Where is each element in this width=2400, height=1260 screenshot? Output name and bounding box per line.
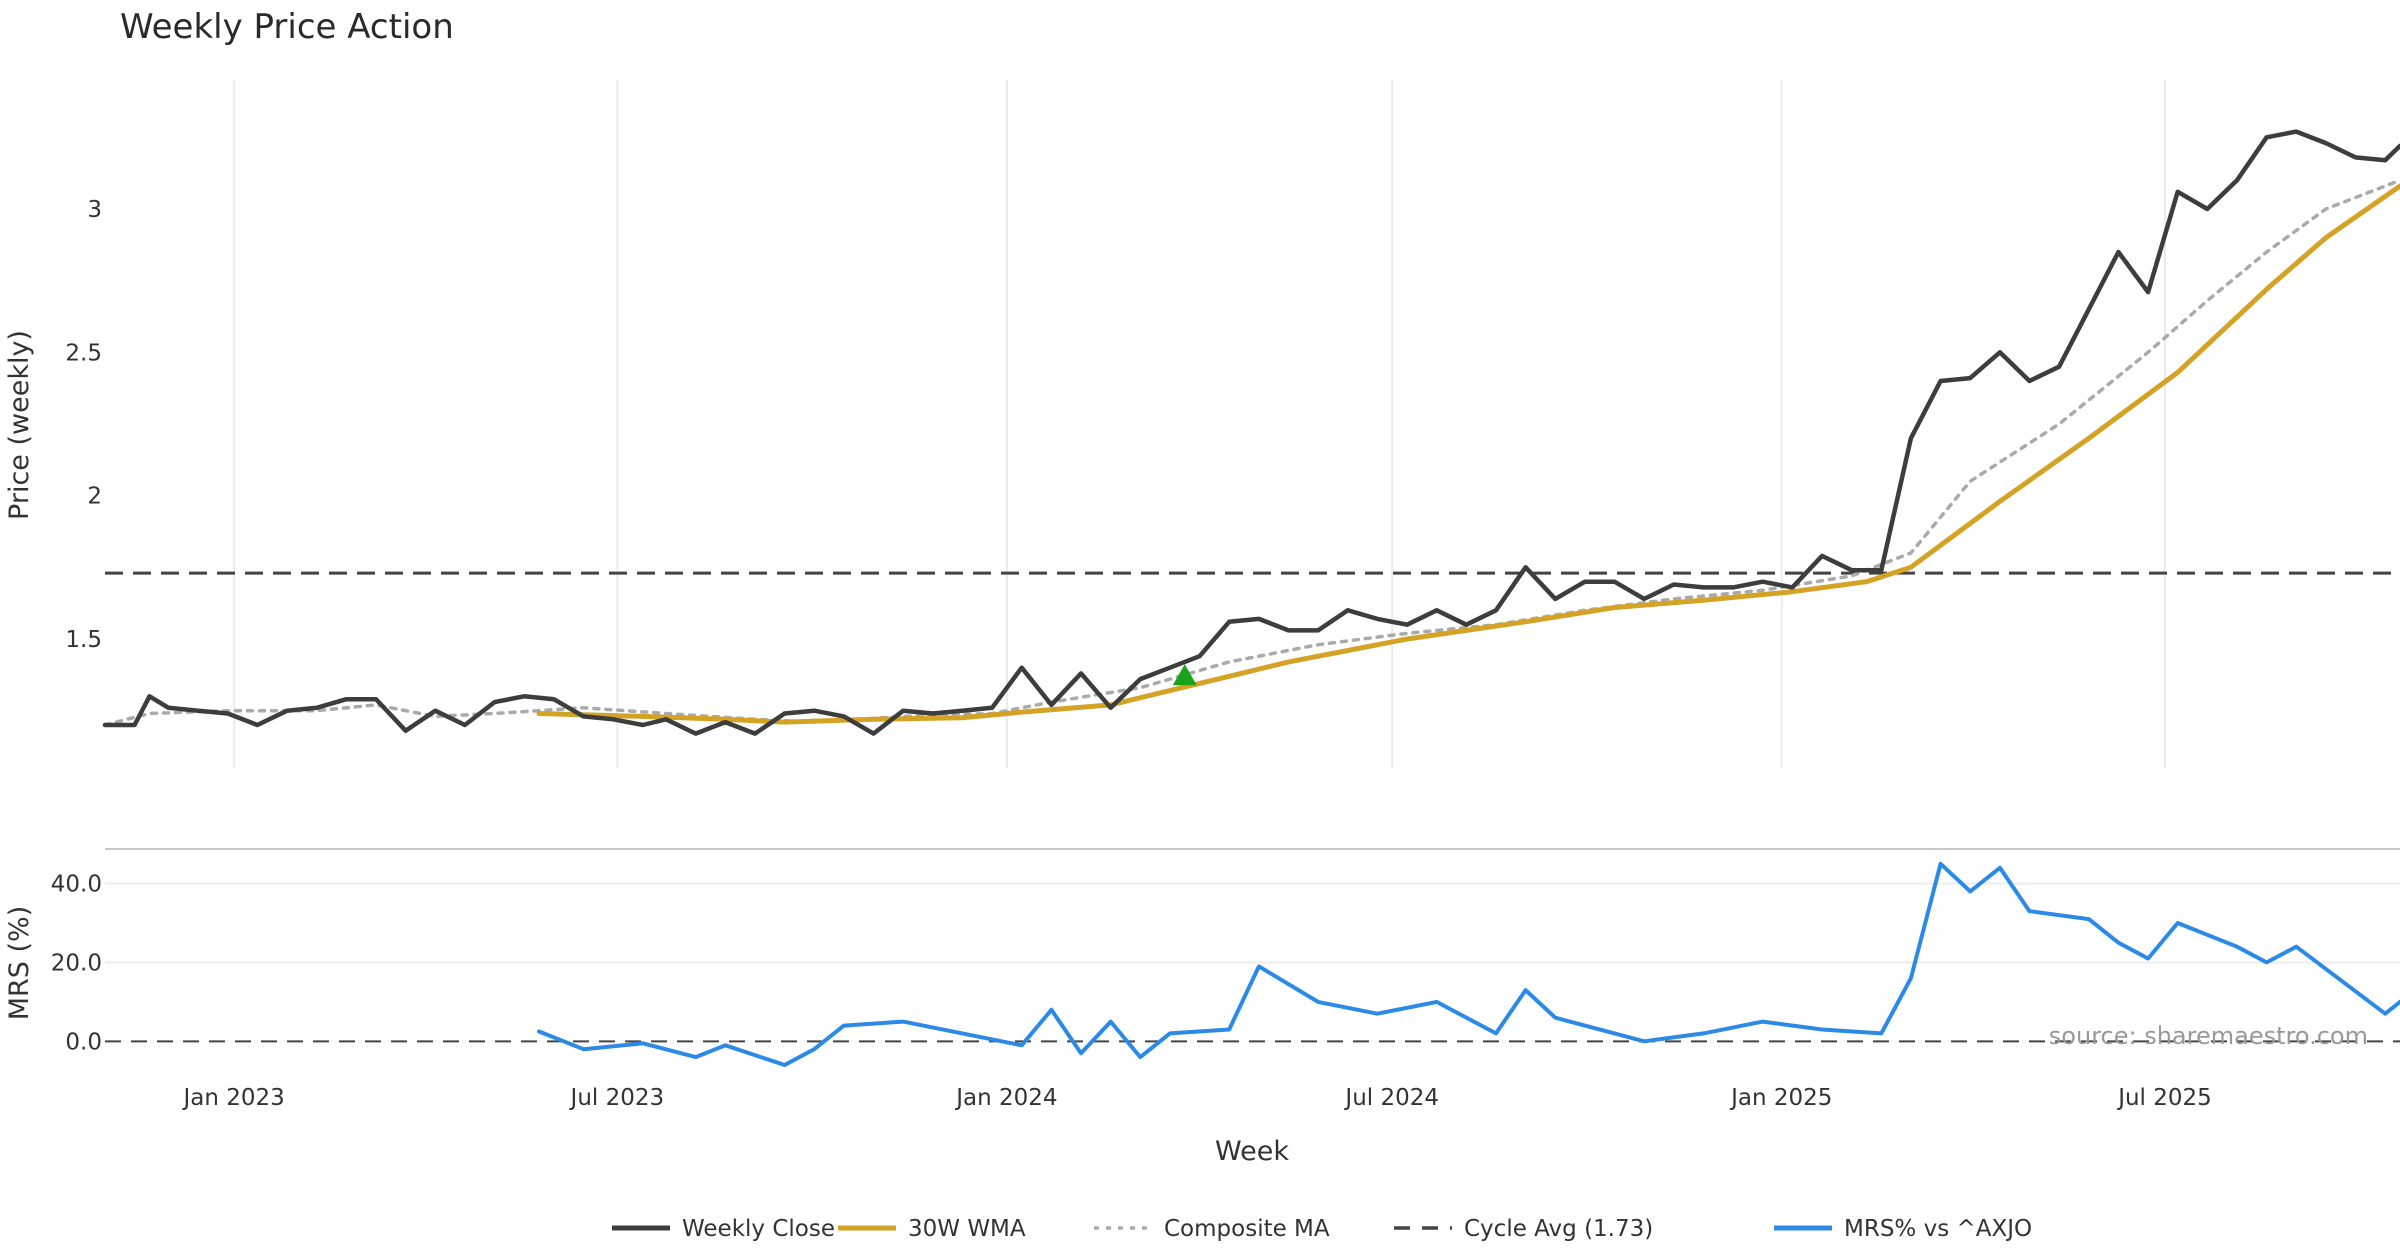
legend: Weekly Close 30W WMA Composite MA Cycle Avg… bbox=[612, 1216, 2032, 1242]
legend-item: Weekly Close bbox=[612, 1216, 835, 1242]
x-axis-title: Week bbox=[1215, 1136, 1289, 1167]
x-axis-ticks: Jan 2023 Jul 2023 Jan 2024 Jul 2024 Jan 2025… bbox=[181, 1085, 2211, 1111]
mrs-y-ticks: 0.0 20.0 40.0 bbox=[51, 872, 102, 1056]
legend-item: MRS% vs ^AXJO bbox=[1774, 1216, 2032, 1242]
price-panel: 1.5 2 2.5 3 bbox=[65, 80, 2400, 768]
x-tick-label: Jul 2023 bbox=[569, 1085, 665, 1111]
legend-label: Weekly Close bbox=[682, 1216, 835, 1242]
series-line-mrs bbox=[537, 861, 2400, 1067]
legend-label: Cycle Avg (1.73) bbox=[1464, 1216, 1653, 1242]
mrs-y-tick-label: 40.0 bbox=[51, 872, 102, 898]
series-line-30w-wma bbox=[536, 183, 2400, 725]
x-tick-label: Jul 2025 bbox=[2116, 1085, 2212, 1111]
price-y-ticks: 1.5 2 2.5 3 bbox=[65, 197, 102, 653]
price-y-tick-label: 2 bbox=[87, 484, 102, 510]
x-tick-label: Jan 2025 bbox=[1729, 1085, 1832, 1111]
signal-marker bbox=[1172, 664, 1197, 686]
x-tick-label: Jul 2024 bbox=[1343, 1085, 1439, 1111]
mrs-y-tick-label: 20.0 bbox=[51, 950, 102, 976]
legend-label: Composite MA bbox=[1164, 1216, 1330, 1242]
x-tick-label: Jan 2024 bbox=[954, 1085, 1057, 1111]
price-series bbox=[102, 129, 2400, 736]
series-line-composite-ma bbox=[103, 178, 2400, 727]
legend-item: Composite MA bbox=[1094, 1216, 1330, 1242]
price-grid bbox=[233, 80, 2166, 768]
legend-label: 30W WMA bbox=[908, 1216, 1026, 1242]
y-axis-title-mrs: MRS (%) bbox=[4, 906, 35, 1021]
mrs-y-tick-label: 0.0 bbox=[65, 1029, 102, 1055]
price-y-tick-label: 2.5 bbox=[65, 340, 102, 366]
mrs-panel: 0.0 20.0 40.0 bbox=[51, 848, 2400, 1067]
legend-item: 30W WMA bbox=[838, 1216, 1026, 1242]
price-y-tick-label: 3 bbox=[87, 197, 102, 223]
mrs-grid bbox=[105, 882, 2400, 964]
price-y-tick-label: 1.5 bbox=[65, 627, 102, 653]
mrs-series bbox=[537, 861, 2400, 1067]
legend-item: Cycle Avg (1.73) bbox=[1394, 1216, 1653, 1242]
legend-label: MRS% vs ^AXJO bbox=[1844, 1216, 2032, 1242]
x-tick-label: Jan 2023 bbox=[181, 1085, 284, 1111]
y-axis-title-price: Price (weekly) bbox=[4, 330, 35, 520]
series-line-weekly-close bbox=[102, 129, 2400, 736]
source-note: source: sharemaestro.com bbox=[2049, 1022, 2368, 1050]
chart-title: Weekly Price Action bbox=[120, 7, 454, 47]
